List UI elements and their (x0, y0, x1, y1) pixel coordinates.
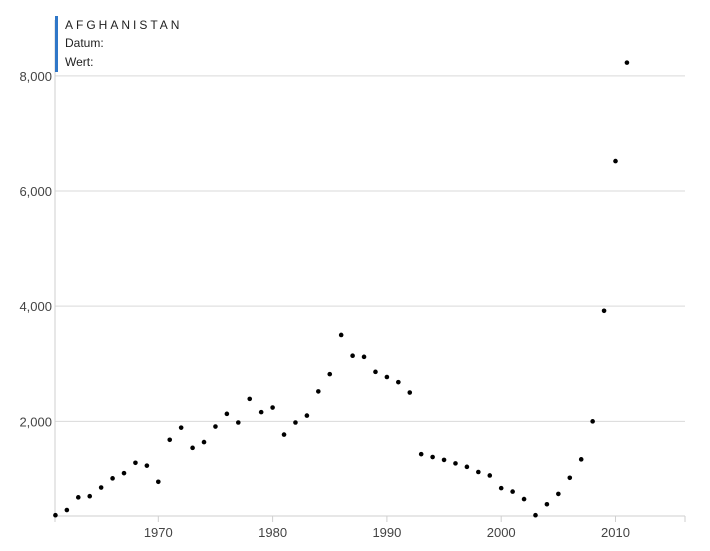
data-point (384, 374, 390, 380)
x-tick-label: 1990 (372, 525, 401, 540)
data-point (544, 501, 550, 507)
data-point (407, 390, 413, 395)
data-point (350, 353, 355, 358)
data-point (396, 379, 401, 385)
x-axis: 1970 1980 1990 2000 2010 (54, 515, 686, 540)
data-point (258, 409, 264, 415)
data-point (521, 496, 527, 502)
data-point (64, 507, 70, 513)
data-point (293, 420, 298, 425)
data-point (213, 424, 218, 429)
data-point (498, 485, 504, 491)
datum-label: Datum: (65, 36, 104, 50)
data-point (441, 457, 447, 463)
data-point (613, 158, 618, 164)
country-title: AFGHANISTAN (65, 18, 183, 32)
data-point (533, 512, 538, 518)
data-point (75, 495, 81, 500)
data-point (236, 420, 241, 425)
data-point (487, 473, 493, 478)
data-point (430, 454, 435, 460)
data-point (476, 469, 481, 475)
data-point (601, 308, 607, 314)
data-point (201, 439, 207, 445)
y-tick-label: 4,000 (19, 299, 52, 314)
data-point (87, 493, 93, 499)
data-points (53, 60, 630, 518)
grid-lines (54, 20, 685, 516)
y-tick-label: 6,000 (19, 184, 52, 199)
x-tick-label: 2010 (601, 525, 630, 540)
data-point (453, 461, 458, 466)
data-point (110, 476, 115, 481)
wert-label: Wert: (65, 55, 94, 69)
data-point (464, 464, 470, 470)
data-point (133, 460, 138, 466)
data-point (373, 369, 378, 375)
data-point (167, 437, 173, 443)
data-point (556, 491, 561, 497)
y-axis-ticks: 2,000 4,000 6,000 8,000 (19, 69, 52, 429)
data-point (578, 457, 584, 462)
data-point (190, 445, 195, 451)
info-panel: AFGHANISTAN Datum: Wert: (55, 16, 182, 72)
data-point (224, 411, 230, 417)
data-point (304, 413, 310, 418)
data-point (316, 389, 321, 394)
x-tick-label: 1980 (258, 525, 287, 540)
data-point (361, 354, 367, 360)
data-point (247, 396, 253, 402)
y-tick-label: 2,000 (19, 414, 52, 429)
data-point (567, 475, 573, 481)
data-point (270, 405, 275, 410)
x-tick-label: 1970 (144, 525, 173, 540)
data-point (590, 419, 595, 424)
data-point (624, 60, 630, 65)
data-point (53, 512, 58, 518)
data-point (418, 451, 424, 457)
data-point (327, 371, 333, 377)
data-point (121, 470, 127, 476)
data-point (178, 425, 184, 430)
data-point (338, 332, 344, 338)
data-point (281, 432, 287, 437)
data-point (98, 485, 104, 490)
y-tick-label: 8,000 (19, 69, 52, 84)
data-point (144, 463, 150, 468)
x-tick-label: 2000 (487, 525, 516, 540)
data-point (156, 479, 161, 485)
data-point (510, 489, 515, 494)
